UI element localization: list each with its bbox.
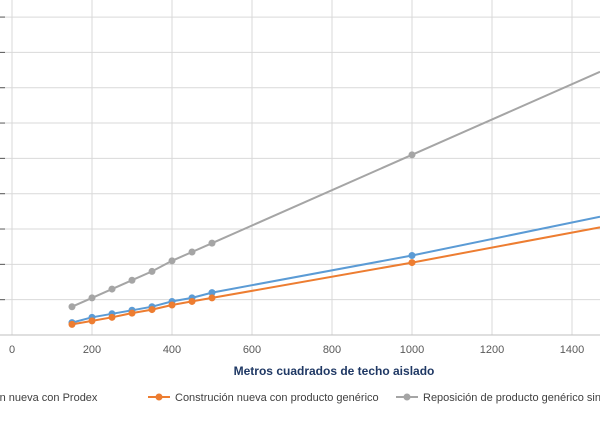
series-0-point-7 — [208, 289, 216, 297]
x-axis-title: Metros cuadrados de techo aislado — [234, 364, 435, 378]
x-tick-label-7: 1400 — [560, 344, 584, 356]
x-tick-label-0: 0 — [9, 344, 15, 356]
series-1-point-6 — [188, 297, 196, 305]
x-tick-label-6: 1200 — [480, 344, 504, 356]
x-tick-label-3: 600 — [243, 344, 261, 356]
series-1-point-0 — [68, 320, 76, 328]
series-2-point-2 — [108, 285, 116, 293]
series-1-point-2 — [108, 313, 116, 321]
series-2-point-6 — [188, 248, 196, 256]
series-1-point-1 — [88, 317, 96, 325]
series-2-point-3 — [128, 276, 136, 284]
legend: Construción nueva con Prodex Construción … — [0, 392, 600, 404]
series-2-point-0 — [68, 303, 76, 311]
legend-label-0: Construción nueva con Prodex — [0, 392, 98, 404]
series-0-point-8 — [408, 252, 416, 260]
series-1-point-5 — [168, 301, 176, 309]
series-line-0 — [71, 215, 600, 324]
series-2-point-1 — [88, 294, 96, 302]
gridlines — [0, 0, 600, 336]
series-1-point-4 — [148, 306, 156, 314]
x-tick-label-2: 400 — [163, 344, 181, 356]
series-1-point-8 — [408, 259, 416, 267]
series-lines — [68, 70, 600, 328]
series-line-2 — [71, 70, 600, 308]
series-2-point-7 — [208, 239, 216, 247]
legend-label-2: Reposición de producto genérico sin — [423, 392, 600, 404]
x-tick-labels: 0 200 400 600 800 1000 1200 1400 — [9, 344, 584, 356]
legend-marker-1 — [155, 393, 163, 401]
x-tick-label-4: 800 — [323, 344, 341, 356]
series-2-point-4 — [148, 267, 156, 275]
legend-marker-2 — [403, 393, 411, 401]
series-2-point-8 — [408, 151, 416, 159]
x-tick-label-1: 200 — [83, 344, 101, 356]
series-2-point-5 — [168, 257, 176, 265]
series-1-point-7 — [208, 294, 216, 302]
series-1-point-3 — [128, 309, 136, 317]
legend-label-1: Construción nueva con producto genérico — [175, 392, 379, 404]
series-line-1 — [71, 226, 600, 326]
x-tick-label-5: 1000 — [400, 344, 424, 356]
